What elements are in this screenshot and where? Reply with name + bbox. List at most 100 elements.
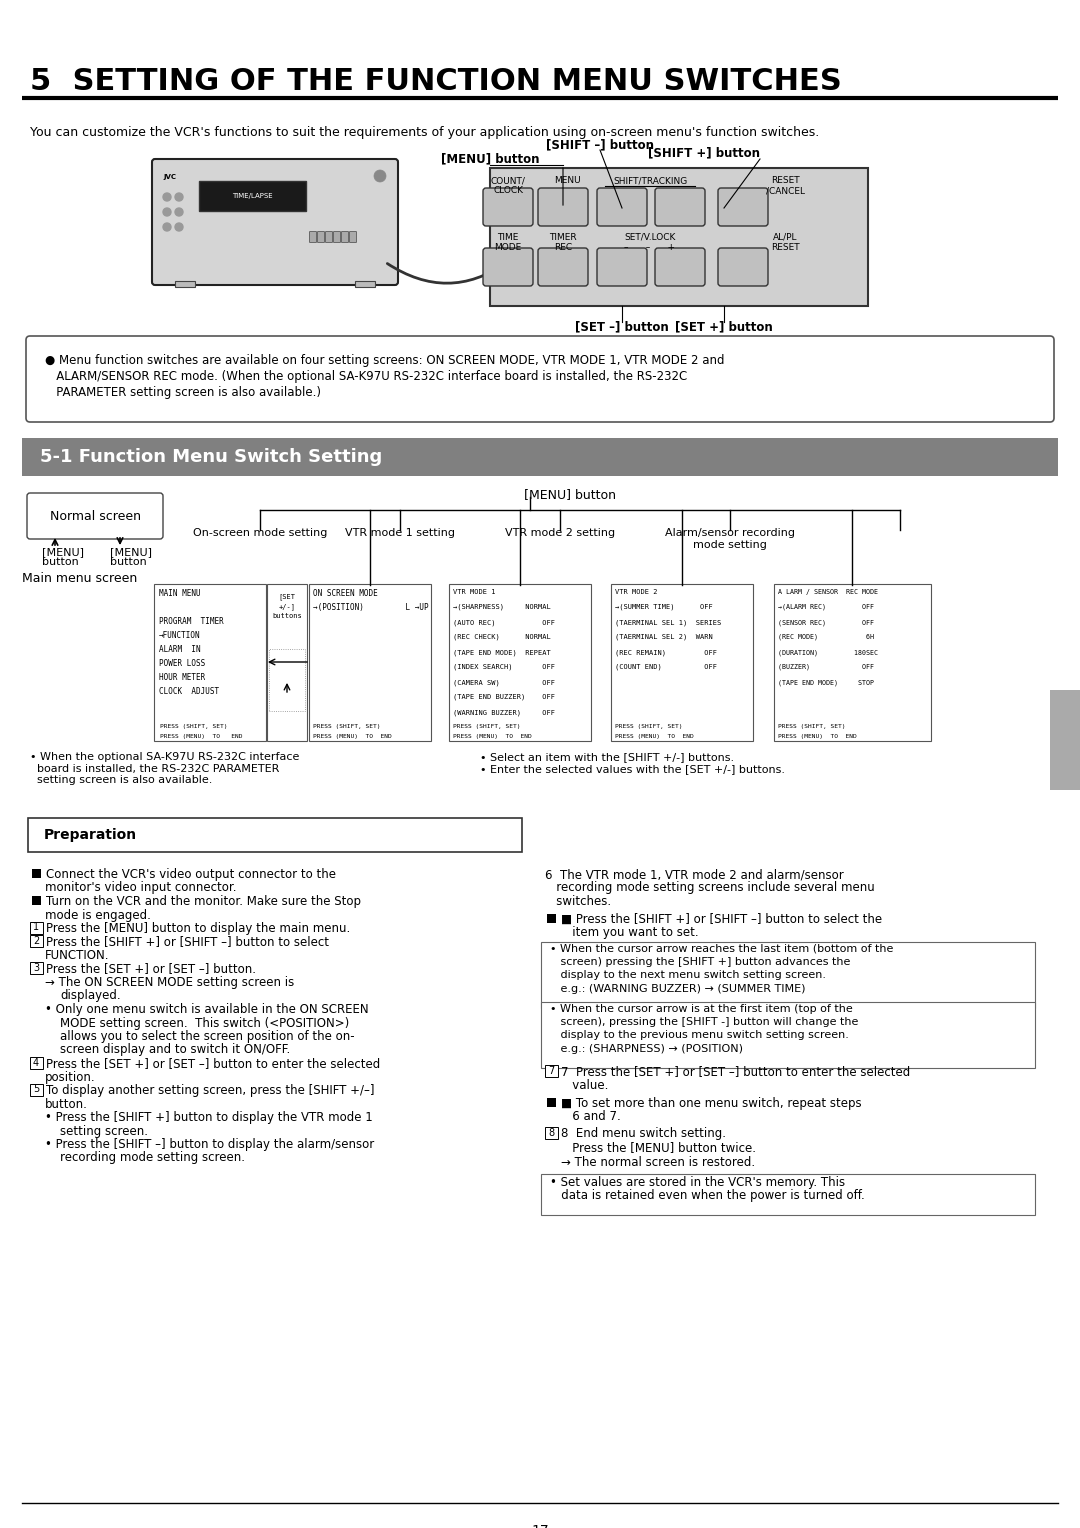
- Text: ● Menu function switches are available on four setting screens: ON SCREEN MODE, : ● Menu function switches are available o…: [45, 354, 725, 367]
- Text: 6 and 7.: 6 and 7.: [561, 1109, 621, 1123]
- FancyBboxPatch shape: [341, 232, 349, 243]
- FancyBboxPatch shape: [718, 188, 768, 226]
- Text: (DURATION)         180SEC: (DURATION) 180SEC: [778, 649, 878, 656]
- FancyBboxPatch shape: [355, 281, 375, 287]
- FancyBboxPatch shape: [29, 1083, 42, 1096]
- Text: A LARM / SENSOR  REC MODE: A LARM / SENSOR REC MODE: [778, 588, 878, 594]
- FancyBboxPatch shape: [490, 168, 868, 306]
- Circle shape: [175, 193, 183, 202]
- FancyBboxPatch shape: [597, 188, 647, 226]
- Text: displayed.: displayed.: [60, 990, 121, 1002]
- FancyBboxPatch shape: [544, 1065, 557, 1077]
- FancyBboxPatch shape: [1050, 691, 1080, 790]
- Text: item you want to set.: item you want to set.: [561, 926, 699, 940]
- Text: (INDEX SEARCH)       OFF: (INDEX SEARCH) OFF: [453, 665, 555, 671]
- Circle shape: [175, 208, 183, 215]
- FancyBboxPatch shape: [654, 188, 705, 226]
- Text: PRESS (MENU)  TO   END: PRESS (MENU) TO END: [160, 733, 243, 740]
- Text: VTR MODE 2: VTR MODE 2: [615, 588, 658, 594]
- Text: 4: 4: [32, 1057, 39, 1068]
- Text: (COUNT END)          OFF: (COUNT END) OFF: [615, 665, 717, 671]
- FancyBboxPatch shape: [449, 584, 591, 741]
- FancyBboxPatch shape: [28, 817, 522, 853]
- Text: screen) pressing the [SHIFT +] button advances the: screen) pressing the [SHIFT +] button ad…: [550, 957, 850, 967]
- Text: [MENU]: [MENU]: [110, 547, 152, 558]
- Text: PROGRAM  TIMER: PROGRAM TIMER: [159, 617, 224, 626]
- FancyBboxPatch shape: [774, 584, 931, 741]
- Circle shape: [163, 208, 171, 215]
- Text: (REC REMAIN)         OFF: (REC REMAIN) OFF: [615, 649, 717, 656]
- Text: 8  End menu switch setting.: 8 End menu switch setting.: [561, 1128, 726, 1140]
- FancyBboxPatch shape: [334, 232, 340, 243]
- Text: mode is engaged.: mode is engaged.: [45, 909, 151, 921]
- FancyBboxPatch shape: [597, 248, 647, 286]
- Text: VTR MODE 1: VTR MODE 1: [453, 588, 496, 594]
- Text: ON SCREEN MODE: ON SCREEN MODE: [313, 588, 378, 597]
- Text: [SET –] button: [SET –] button: [576, 319, 669, 333]
- Text: JVC: JVC: [163, 174, 176, 180]
- Text: MODE setting screen.  This switch (<POSITION>): MODE setting screen. This switch (<POSIT…: [60, 1016, 349, 1030]
- FancyBboxPatch shape: [546, 1097, 556, 1106]
- Text: (SENSOR REC)         OFF: (SENSOR REC) OFF: [778, 619, 874, 625]
- FancyBboxPatch shape: [175, 281, 195, 287]
- FancyBboxPatch shape: [154, 584, 266, 741]
- Text: button.: button.: [45, 1097, 87, 1111]
- Text: PRESS (SHIFT, SET): PRESS (SHIFT, SET): [160, 724, 228, 729]
- Text: screen display and to switch it ON/OFF.: screen display and to switch it ON/OFF.: [60, 1044, 291, 1056]
- Text: PRESS (SHIFT, SET): PRESS (SHIFT, SET): [615, 724, 683, 729]
- Text: Alarm/sensor recording
mode setting: Alarm/sensor recording mode setting: [665, 529, 795, 550]
- Text: (TAERMINAL SEL 2)  WARN: (TAERMINAL SEL 2) WARN: [615, 634, 713, 640]
- Text: To display another setting screen, press the [SHIFT +/–]: To display another setting screen, press…: [46, 1083, 375, 1097]
- Text: VTR mode 1 setting: VTR mode 1 setting: [345, 529, 455, 538]
- Text: →FUNCTION: →FUNCTION: [159, 631, 201, 640]
- FancyBboxPatch shape: [22, 439, 1058, 477]
- Text: SHIFT/TRACKING: SHIFT/TRACKING: [612, 176, 687, 185]
- Text: HOUR METER: HOUR METER: [159, 672, 205, 681]
- Text: 7  Press the [SET +] or [SET –] button to enter the selected: 7 Press the [SET +] or [SET –] button to…: [561, 1065, 910, 1079]
- Text: Press the [SET +] or [SET –] button to enter the selected: Press the [SET +] or [SET –] button to e…: [46, 1057, 380, 1070]
- FancyBboxPatch shape: [611, 584, 753, 741]
- FancyBboxPatch shape: [538, 188, 588, 226]
- Text: CLOCK  ADJUST: CLOCK ADJUST: [159, 688, 219, 695]
- Text: 5  SETTING OF THE FUNCTION MENU SWITCHES: 5 SETTING OF THE FUNCTION MENU SWITCHES: [30, 67, 841, 96]
- FancyBboxPatch shape: [541, 941, 1035, 1007]
- FancyBboxPatch shape: [544, 1128, 557, 1138]
- Text: [MENU]: [MENU]: [42, 547, 84, 558]
- Text: ALARM  IN: ALARM IN: [159, 645, 201, 654]
- Text: PRESS (MENU)  TO  END: PRESS (MENU) TO END: [313, 733, 392, 740]
- Text: →(SUMMER TIME)      OFF: →(SUMMER TIME) OFF: [615, 604, 713, 611]
- Text: data is retained even when the power is turned off.: data is retained even when the power is …: [550, 1189, 865, 1203]
- Text: 3: 3: [32, 963, 39, 973]
- Text: 5: 5: [32, 1085, 39, 1094]
- Text: 17: 17: [531, 1523, 549, 1528]
- Text: RESET
/CANCEL: RESET /CANCEL: [766, 176, 805, 196]
- Text: (WARNING BUZZER)     OFF: (WARNING BUZZER) OFF: [453, 709, 555, 715]
- Text: →(ALARM REC)         OFF: →(ALARM REC) OFF: [778, 604, 874, 611]
- Text: Connect the VCR's video output connector to the: Connect the VCR's video output connector…: [46, 868, 336, 882]
- Text: PARAMETER setting screen is also available.): PARAMETER setting screen is also availab…: [45, 387, 321, 399]
- Text: setting screen.: setting screen.: [60, 1125, 148, 1137]
- Text: [MENU] button: [MENU] button: [524, 487, 616, 501]
- Text: → The normal screen is restored.: → The normal screen is restored.: [561, 1157, 755, 1169]
- Text: COUNT/
CLOCK: COUNT/ CLOCK: [490, 176, 526, 196]
- Text: e.g.: (SHARPNESS) → (POSITION): e.g.: (SHARPNESS) → (POSITION): [550, 1044, 743, 1054]
- Text: • When the cursor arrow is at the first item (top of the: • When the cursor arrow is at the first …: [550, 1004, 853, 1013]
- FancyBboxPatch shape: [654, 248, 705, 286]
- Text: value.: value.: [561, 1079, 608, 1093]
- Text: ■ To set more than one menu switch, repeat steps: ■ To set more than one menu switch, repe…: [561, 1097, 862, 1109]
- Text: TIME
MODE: TIME MODE: [495, 232, 522, 252]
- FancyBboxPatch shape: [538, 248, 588, 286]
- Text: position.: position.: [45, 1071, 96, 1083]
- Text: recording mode setting screen.: recording mode setting screen.: [60, 1152, 245, 1164]
- Text: VTR mode 2 setting: VTR mode 2 setting: [505, 529, 616, 538]
- FancyBboxPatch shape: [309, 584, 431, 741]
- Circle shape: [175, 223, 183, 231]
- Text: [SHIFT +] button: [SHIFT +] button: [648, 147, 760, 159]
- Text: [SHIFT –] button: [SHIFT –] button: [546, 138, 654, 151]
- FancyBboxPatch shape: [27, 494, 163, 539]
- FancyBboxPatch shape: [152, 159, 399, 286]
- Text: buttons: buttons: [272, 613, 302, 619]
- FancyBboxPatch shape: [29, 963, 42, 973]
- Text: button: button: [42, 558, 79, 567]
- Text: MENU: MENU: [554, 176, 580, 185]
